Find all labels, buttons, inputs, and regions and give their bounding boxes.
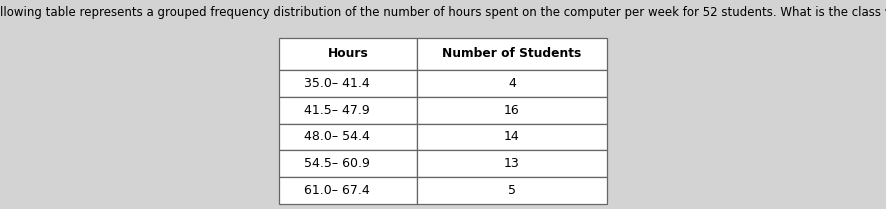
Bar (279, 150, 416, 177)
Bar (416, 70, 607, 97)
Text: 4: 4 (508, 77, 516, 90)
Bar (279, 124, 416, 150)
Bar (416, 177, 607, 204)
Text: Number of Students: Number of Students (442, 47, 581, 60)
Bar (279, 38, 416, 70)
Text: 54.5– 60.9: 54.5– 60.9 (304, 157, 369, 170)
Text: 13: 13 (504, 157, 520, 170)
Text: 14: 14 (504, 130, 520, 143)
Text: 61.0– 67.4: 61.0– 67.4 (304, 184, 369, 197)
Bar (279, 177, 416, 204)
Bar (416, 38, 607, 70)
Text: 35.0– 41.4: 35.0– 41.4 (304, 77, 369, 90)
Bar (416, 124, 607, 150)
Bar (416, 97, 607, 124)
Bar (416, 150, 607, 177)
Text: 41.5– 47.9: 41.5– 47.9 (304, 104, 369, 117)
Text: 48.0– 54.4: 48.0– 54.4 (304, 130, 369, 143)
Text: The following table represents a grouped frequency distribution of the number of: The following table represents a grouped… (0, 6, 886, 19)
Text: 5: 5 (508, 184, 516, 197)
Text: Hours: Hours (328, 47, 369, 60)
Bar (279, 70, 416, 97)
Text: 16: 16 (504, 104, 520, 117)
Bar (279, 97, 416, 124)
